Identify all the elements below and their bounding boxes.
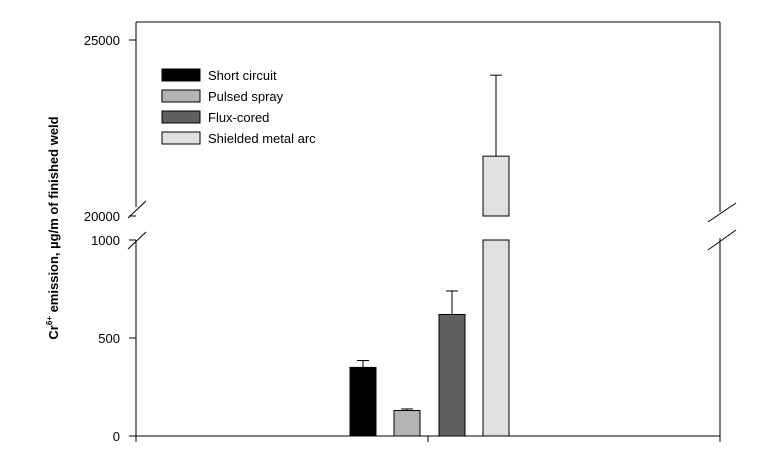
y-axis-tick-label-0: 0 xyxy=(113,429,120,444)
y-axis-tick-label-3: 20000 xyxy=(84,209,120,224)
y-axis-tick-label-2: 1000 xyxy=(91,233,120,248)
bar-3-lower xyxy=(482,239,510,437)
legend-label-2: Flux-cored xyxy=(208,110,269,125)
bar-3 xyxy=(482,155,510,217)
legend-swatch-1 xyxy=(161,89,201,103)
bar-2 xyxy=(438,313,466,437)
legend-label-1: Pulsed spray xyxy=(208,89,284,104)
bar-1 xyxy=(393,410,421,437)
legend-swatch-0 xyxy=(161,68,201,82)
y-axis-title-rest: emission, µg/m of finished weld xyxy=(46,116,61,316)
legend-label-0: Short circuit xyxy=(208,68,277,83)
y-axis-tick-label-1: 500 xyxy=(98,331,120,346)
legend-swatch-2 xyxy=(161,110,201,124)
y-axis-title-superscript: 6+ xyxy=(45,316,54,325)
left-axis-break-mark-lower xyxy=(127,231,147,250)
right-axis-break-mark-upper xyxy=(707,202,737,223)
legend-swatch-3 xyxy=(161,131,201,145)
right-axis-break-mark-lower xyxy=(707,229,737,251)
y-axis-tick-label-4: 25000 xyxy=(84,33,120,48)
y-axis-title-main: Cr xyxy=(46,325,61,339)
left-axis-break-mark-upper xyxy=(127,200,147,219)
legend-label-3: Shielded metal arc xyxy=(208,131,316,146)
y-axis-title: Cr6+ emission, µg/m of finished weld xyxy=(45,116,61,339)
bar-0 xyxy=(349,366,377,437)
